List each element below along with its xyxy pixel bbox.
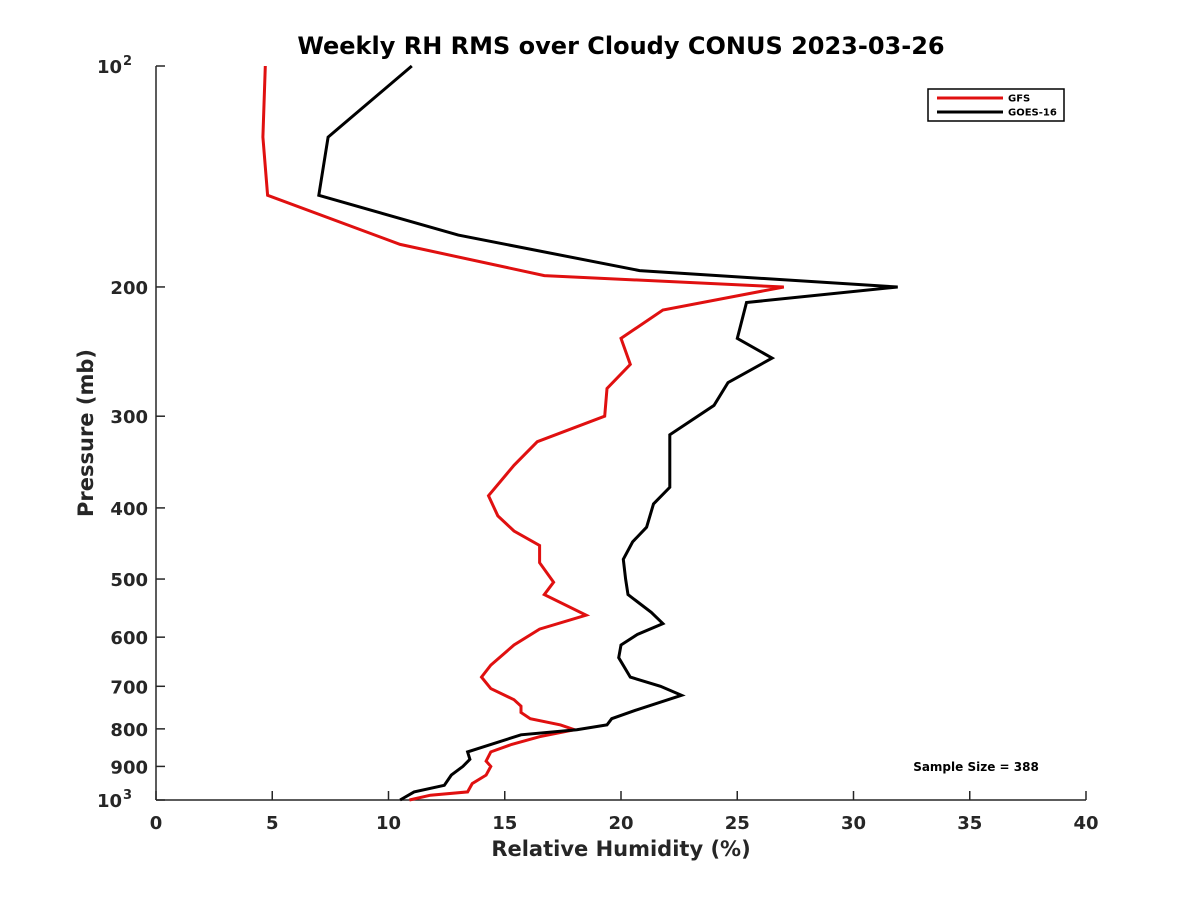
legend-label: GOES-16: [1008, 108, 1057, 119]
x-tick-label: 40: [1073, 813, 1098, 834]
y-tick-label: 10: [97, 57, 122, 78]
x-tick-label: 25: [725, 813, 750, 834]
y-tick-label: 700: [110, 677, 148, 698]
y-tick-label: 200: [110, 278, 148, 299]
sample-size-annotation: Sample Size = 388: [913, 760, 1039, 774]
y-tick-label: 500: [110, 570, 148, 591]
x-tick-label: 15: [492, 813, 517, 834]
legend-label: GFS: [1008, 94, 1030, 105]
x-tick-label: 0: [150, 813, 163, 834]
x-tick-label: 5: [266, 813, 279, 834]
x-tick-label: 35: [957, 813, 982, 834]
series-line-goes-16: [317, 64, 898, 802]
y-tick-label: 400: [110, 499, 148, 520]
y-tick-label: 900: [110, 757, 148, 778]
x-tick-label: 20: [608, 813, 633, 834]
y-tick-label-exponent: 2: [123, 54, 132, 69]
y-tick-label: 300: [110, 407, 148, 428]
chart-title: Weekly RH RMS over Cloudy CONUS 2023-03-…: [297, 32, 944, 60]
x-axis-label: Relative Humidity (%): [491, 837, 750, 861]
y-tick-label: 800: [110, 720, 148, 741]
series-layer: [261, 64, 898, 802]
x-tick-label: 10: [376, 813, 401, 834]
y-tick-label: 10: [97, 791, 122, 812]
y-tick-label: 600: [110, 628, 148, 649]
y-tick-label-exponent: 3: [123, 788, 132, 803]
legend: GFS GOES-16: [927, 88, 1065, 122]
series-line-gfs: [261, 65, 785, 802]
x-tick-label: 30: [841, 813, 866, 834]
legend-box: [927, 88, 1065, 122]
y-axis-label: Pressure (mb): [74, 349, 98, 517]
